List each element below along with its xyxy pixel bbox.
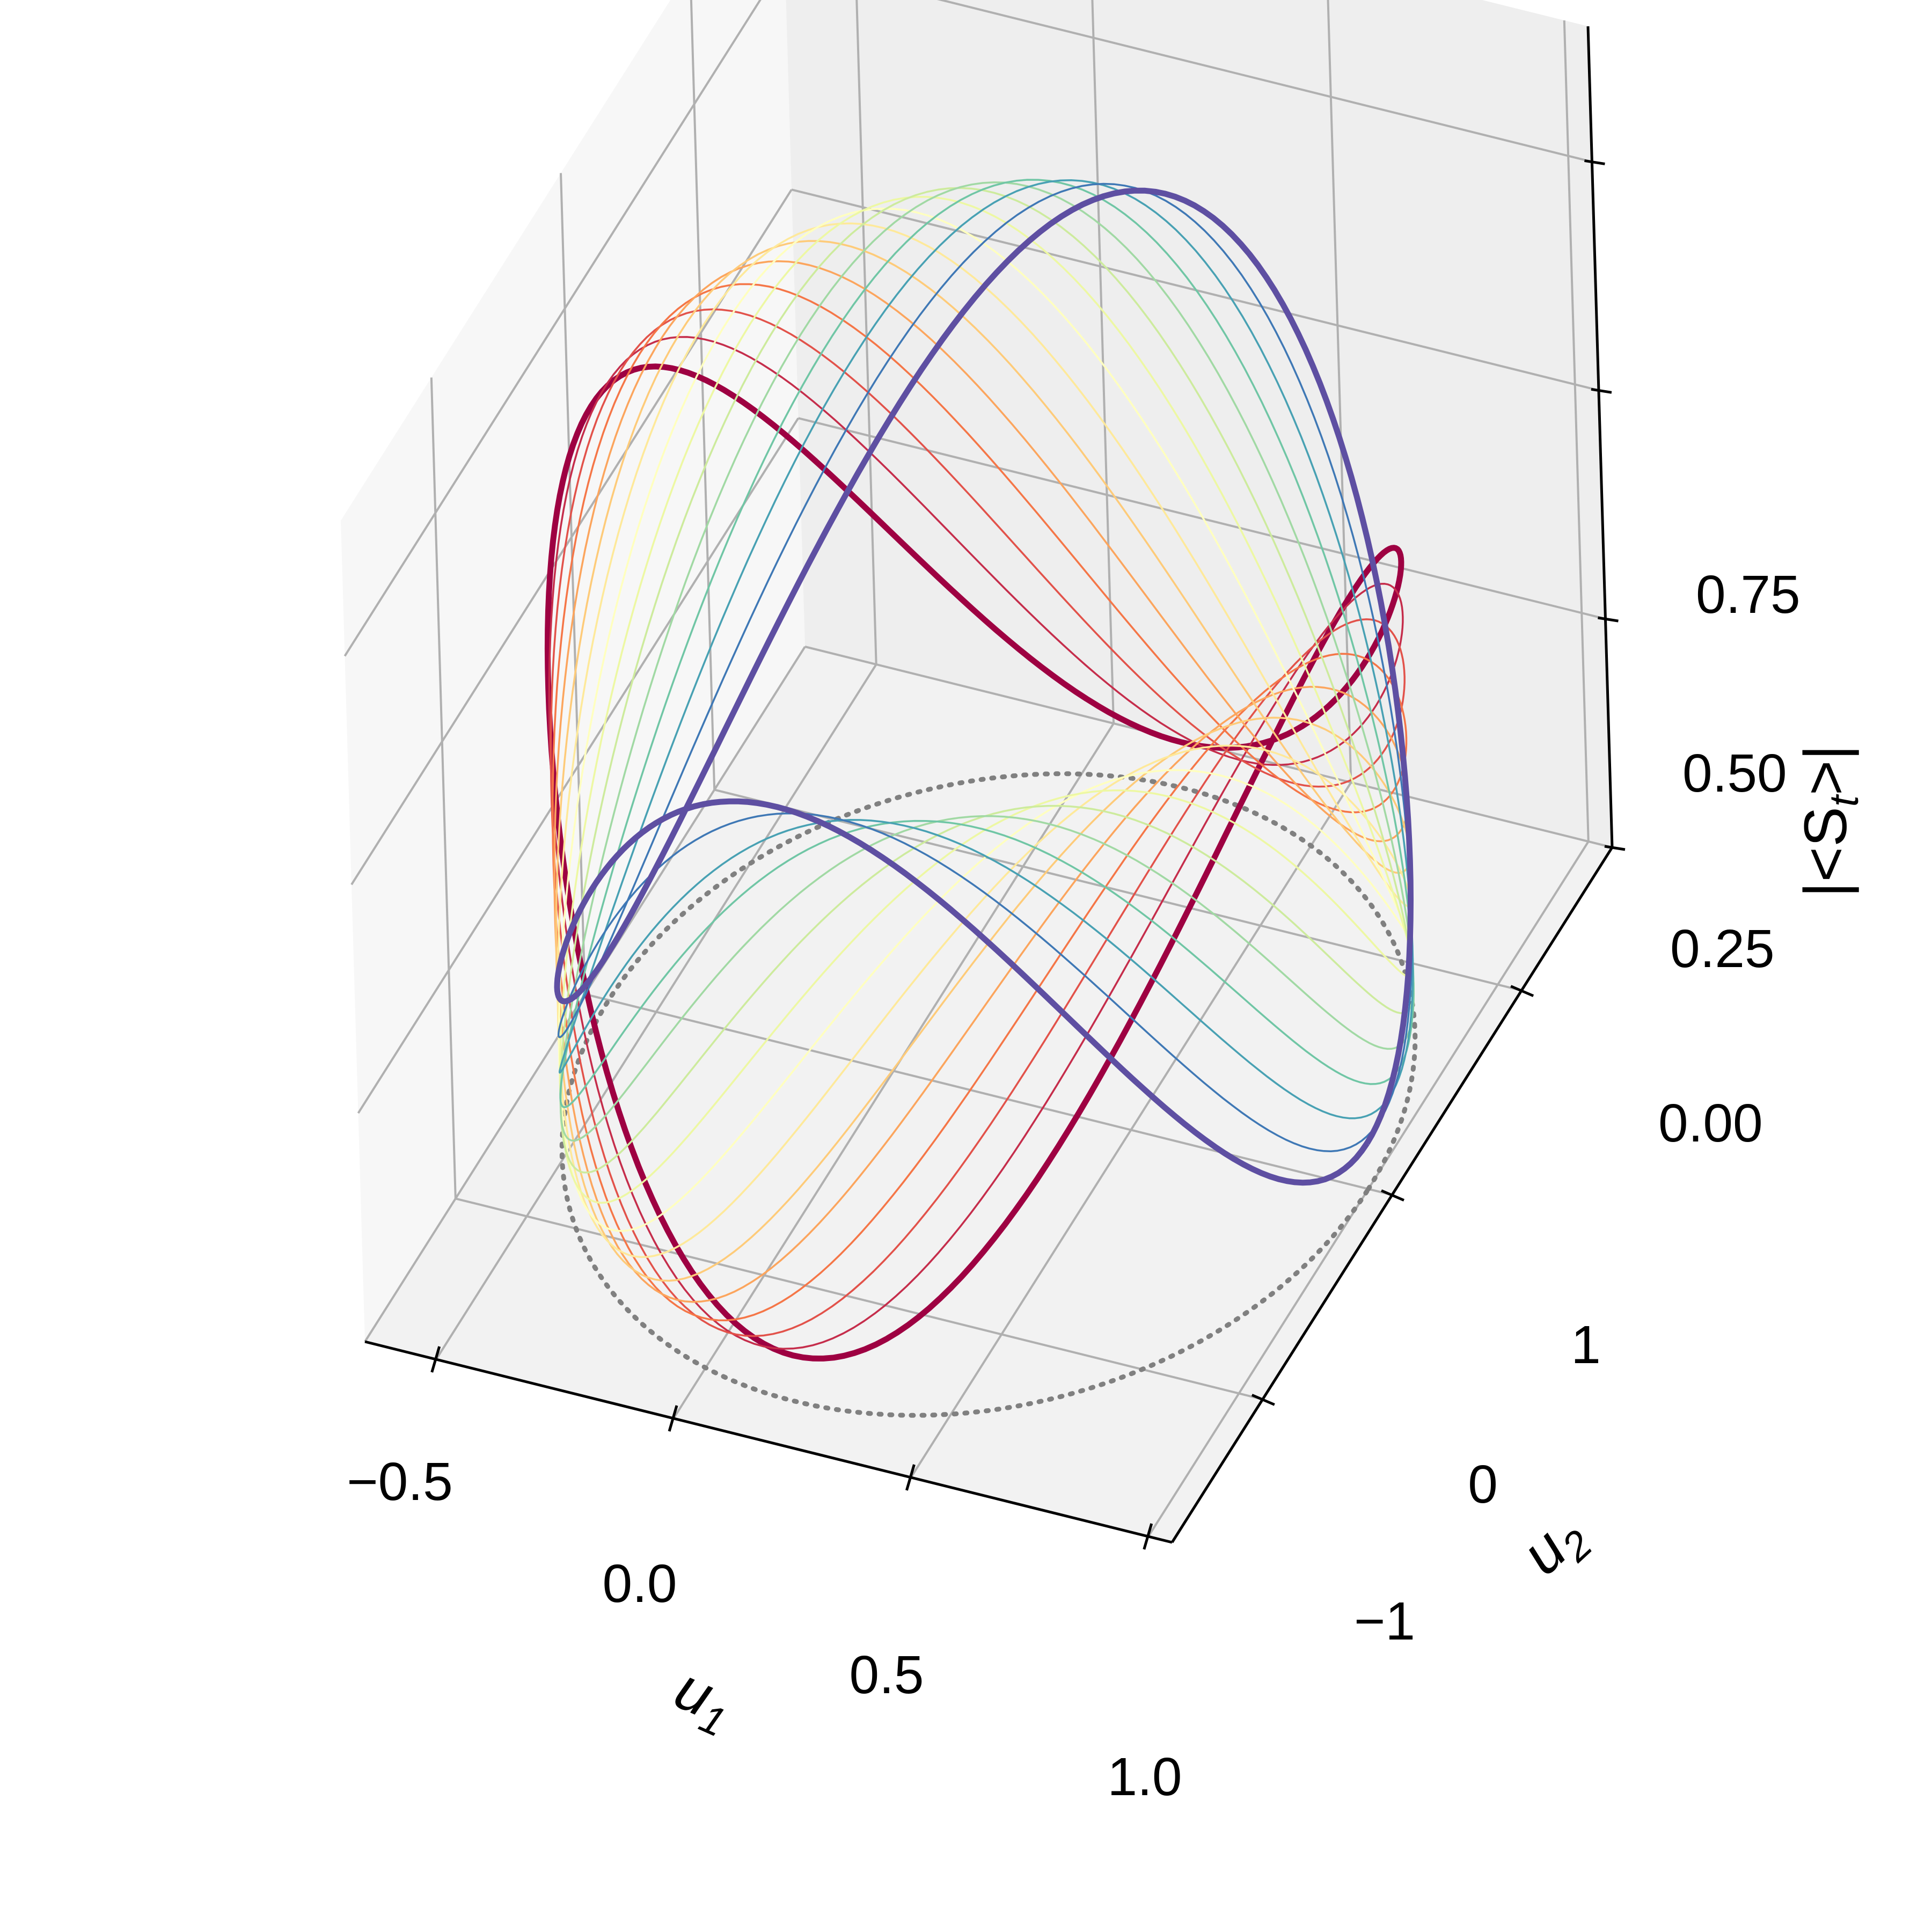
ground-projection-curve (559, 771, 1418, 1418)
grid-line-z (797, 417, 1606, 620)
z-axis-label: |<St>| (1792, 745, 1867, 898)
x-tick-mark (430, 1346, 441, 1373)
y-tick-label: 1 (1571, 1315, 1601, 1375)
z-tick-label: 0.75 (1696, 565, 1801, 625)
curve (559, 179, 1415, 1108)
x-axis-line (364, 1340, 1173, 1544)
left-pane (341, 0, 805, 1342)
z-tick-mark (1591, 387, 1612, 394)
curve (558, 179, 1414, 1119)
curve (557, 222, 1413, 1258)
curve (559, 181, 1415, 1142)
z-tick-mark (1584, 159, 1605, 165)
curve (557, 182, 1413, 1152)
grid-line-x (1091, 0, 1115, 724)
grid-line-z (357, 418, 800, 1114)
x-tick-mark (905, 1464, 916, 1491)
y-axis-label: u2 (1509, 1500, 1601, 1593)
curve (558, 207, 1414, 1232)
grid-line-y (714, 788, 1522, 992)
z-axis-label-suffix: >| (1792, 745, 1859, 796)
z-tick-label: 0.50 (1682, 743, 1787, 803)
y-tick-labels: −1 0 1 (1354, 1315, 1601, 1651)
y-tick-mark (1251, 1394, 1275, 1406)
grid-line-y (584, 993, 1393, 1196)
x-tick-labels: −0.5 0.0 0.5 1.0 (347, 1452, 1182, 1807)
x-axis-label: u1 (662, 1655, 744, 1746)
projection-curve (559, 771, 1418, 1418)
x-tick-label: 0.0 (602, 1554, 677, 1614)
y-tick-mark (1381, 1189, 1404, 1202)
z-tick-labels: 0.00 0.25 0.50 0.75 (1658, 565, 1801, 1153)
grid-line-z (350, 189, 793, 885)
curve (552, 283, 1408, 1321)
z-axis-label-subscript: t (1821, 794, 1867, 807)
x-tick-mark (668, 1405, 678, 1432)
z-axis-label-main: |<S (1792, 807, 1859, 897)
curve (553, 260, 1409, 1303)
curve (559, 196, 1414, 1204)
grid-line-z (343, 0, 762, 657)
curve-last (554, 187, 1414, 1186)
grid-line-y (455, 1197, 1263, 1401)
y-tick-label: 0 (1468, 1454, 1498, 1514)
z-tick-label: 0.25 (1670, 919, 1775, 979)
y-tick-label: −1 (1354, 1591, 1415, 1651)
curve (555, 240, 1411, 1282)
grid-line-z (936, 0, 1592, 163)
grid-line-x (855, 0, 877, 665)
curve (559, 187, 1415, 1174)
axis-lines (364, 26, 1626, 1550)
curve-first (544, 363, 1404, 1362)
back-pane (786, 0, 1612, 847)
y-tick-mark (1510, 985, 1534, 997)
grid-line-x (1327, 0, 1352, 783)
axis-panes (341, 0, 1612, 1542)
x-tick-label: 0.5 (849, 1645, 924, 1705)
z-tick-mark (1604, 845, 1626, 851)
curve (548, 336, 1404, 1350)
curve (550, 308, 1406, 1337)
grid-line-x (1563, 20, 1590, 842)
x-tick-label: 1.0 (1107, 1747, 1182, 1807)
x-tick-mark (1143, 1523, 1153, 1550)
z-tick-mark (1598, 616, 1619, 623)
z-tick-label: 0.00 (1658, 1093, 1763, 1153)
data-curves (544, 179, 1415, 1362)
x-tick-label: −0.5 (347, 1452, 452, 1512)
